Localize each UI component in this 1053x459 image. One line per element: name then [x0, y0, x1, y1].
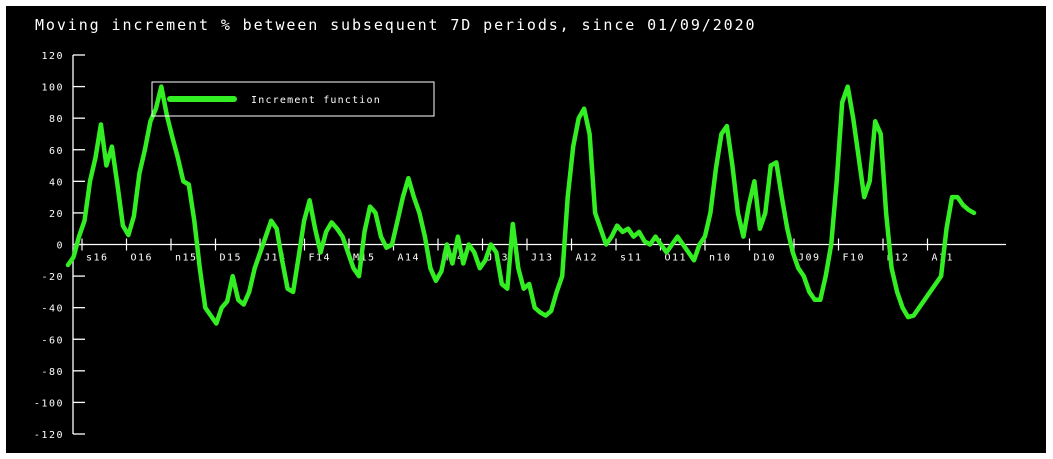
- plot-panel: Moving increment % between subsequent 7D…: [6, 6, 1046, 453]
- series-line-0: [65, 84, 977, 326]
- y-tick-label: -80: [41, 367, 64, 378]
- y-tick-label: 120: [41, 51, 64, 62]
- y-tick-label: 40: [49, 177, 64, 188]
- y-tick-label: -40: [41, 304, 64, 315]
- x-tick-label: J13: [531, 253, 554, 264]
- x-tick-label: J14: [264, 253, 287, 264]
- x-tick-label: J09: [798, 253, 821, 264]
- x-tick-label: m12: [887, 253, 910, 264]
- y-tick-label: -20: [41, 272, 64, 283]
- chart-title: Moving increment % between subsequent 7D…: [35, 16, 756, 34]
- line-chart: Moving increment % between subsequent 7D…: [34, 16, 1006, 441]
- x-tick-label: n15: [175, 253, 198, 264]
- x-tick-label: A12: [576, 253, 599, 264]
- y-tick-label: 100: [41, 83, 64, 94]
- axes: 120 100 80 60 40 20 0 -20 -40 -60 -80 -100 -120 s16 O1…: [34, 51, 1006, 441]
- y-tick-label: -60: [41, 335, 64, 346]
- x-tick-label: s16: [86, 253, 109, 264]
- x-tick-label: n10: [709, 253, 732, 264]
- x-tick-label: F14: [309, 253, 332, 264]
- x-tick-label: D10: [754, 253, 777, 264]
- y-tick-label: 0: [56, 241, 64, 252]
- x-tick-label: A14: [398, 253, 421, 264]
- y-tick-label: -120: [34, 430, 64, 441]
- x-tick-label: s11: [620, 253, 643, 264]
- x-tick-label: F10: [843, 253, 866, 264]
- x-tick-label: M15: [353, 253, 376, 264]
- y-tick-label: -100: [34, 398, 64, 409]
- series-layer: [65, 84, 977, 326]
- x-tick-label: O11: [665, 253, 688, 264]
- legend: Increment function: [151, 81, 435, 117]
- legend-label: Increment function: [251, 95, 381, 106]
- x-tick-label: O16: [131, 253, 154, 264]
- legend-box: [151, 81, 435, 117]
- y-tick-label: 20: [49, 209, 64, 220]
- x-tick-label: D15: [220, 253, 243, 264]
- y-tick-label: 60: [49, 146, 64, 157]
- y-tick-label: 80: [49, 114, 64, 125]
